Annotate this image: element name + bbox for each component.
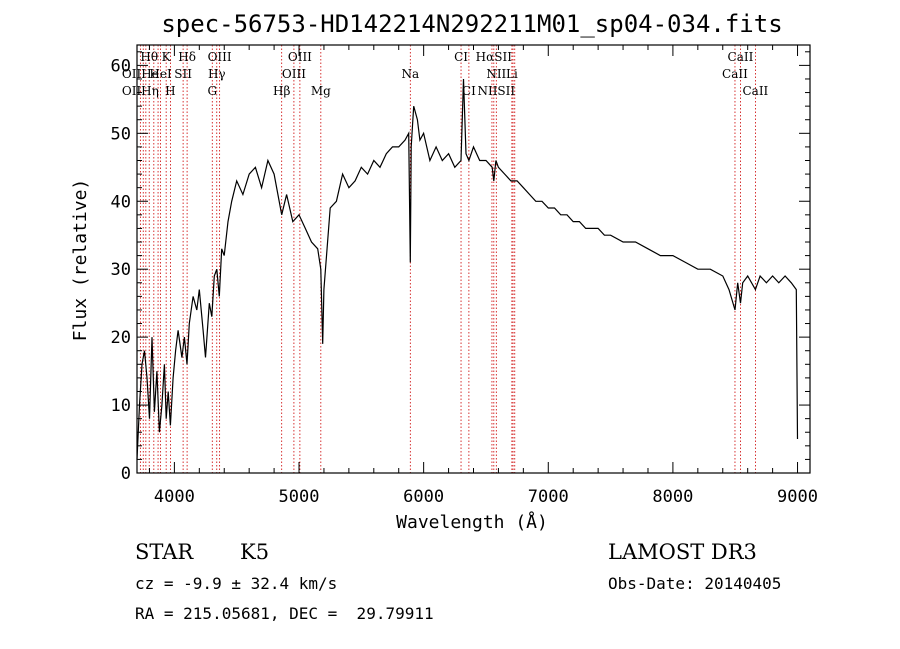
line-label: SII <box>174 67 192 81</box>
line-label: HαSII <box>476 50 513 64</box>
y-tick-label: 40 <box>111 192 131 212</box>
x-axis: 4000 5000 6000 7000 8000 9000 <box>148 45 818 507</box>
y-axis: 0 10 20 30 40 50 60 <box>111 51 810 484</box>
line-label: H <box>165 84 175 98</box>
line-label: OIIHη <box>122 84 159 98</box>
line-label: Hγ <box>208 67 226 81</box>
subclass: K5 <box>240 540 270 564</box>
line-label: Hθ <box>140 50 158 64</box>
x-tick-label: 4000 <box>154 487 195 507</box>
line-label: CI <box>462 84 476 98</box>
x-tick-label: 6000 <box>403 487 444 507</box>
line-label: CI <box>454 50 468 64</box>
plot-frame <box>136 44 811 474</box>
line-label: OIII <box>208 50 232 64</box>
y-tick-label: 50 <box>111 124 131 144</box>
line-label: G <box>207 84 217 98</box>
line-label: Mg <box>311 84 331 98</box>
line-label: OIII <box>282 67 306 81</box>
y-tick-label: 20 <box>111 328 131 348</box>
y-tick-label: 0 <box>121 464 131 484</box>
obs-date: Obs-Date: 20140405 <box>608 574 782 593</box>
line-label: OIII <box>288 50 312 64</box>
line-label: Hβ <box>273 84 290 98</box>
line-label: NIISII <box>477 84 515 98</box>
y-tick-label: 10 <box>111 396 131 416</box>
object-class: STAR <box>135 540 194 564</box>
x-tick-label: 5000 <box>279 487 320 507</box>
chart-title: spec-56753-HD142214N292211M01_sp04-034.f… <box>161 10 782 38</box>
x-tick-label: 9000 <box>777 487 818 507</box>
line-label: CaII <box>742 84 768 98</box>
ra-dec: RA = 215.05681, DEC = 29.79911 <box>135 604 434 623</box>
line-label: NII <box>486 67 506 81</box>
x-tick-label: 8000 <box>652 487 693 507</box>
line-label: Hδ <box>178 50 196 64</box>
line-label: Na <box>401 67 419 81</box>
spectrum-line <box>136 78 799 460</box>
y-axis-label: Flux (relative) <box>70 179 91 342</box>
line-label: Li <box>506 67 518 81</box>
line-label: HeI <box>149 67 172 81</box>
line-marker-group <box>139 45 756 473</box>
survey-name: LAMOST DR3 <box>608 540 757 564</box>
x-axis-label: Wavelength (Å) <box>396 511 548 533</box>
y-tick-label: 30 <box>111 260 131 280</box>
redshift-cz: cz = -9.9 ± 32.4 km/s <box>135 574 338 593</box>
line-label: K <box>162 50 172 64</box>
y-tick-label: 60 <box>111 56 131 76</box>
line-label: OIIHe <box>122 67 159 81</box>
line-label: CaII <box>728 50 754 64</box>
line-label: CaII <box>722 67 748 81</box>
x-tick-label: 7000 <box>528 487 569 507</box>
